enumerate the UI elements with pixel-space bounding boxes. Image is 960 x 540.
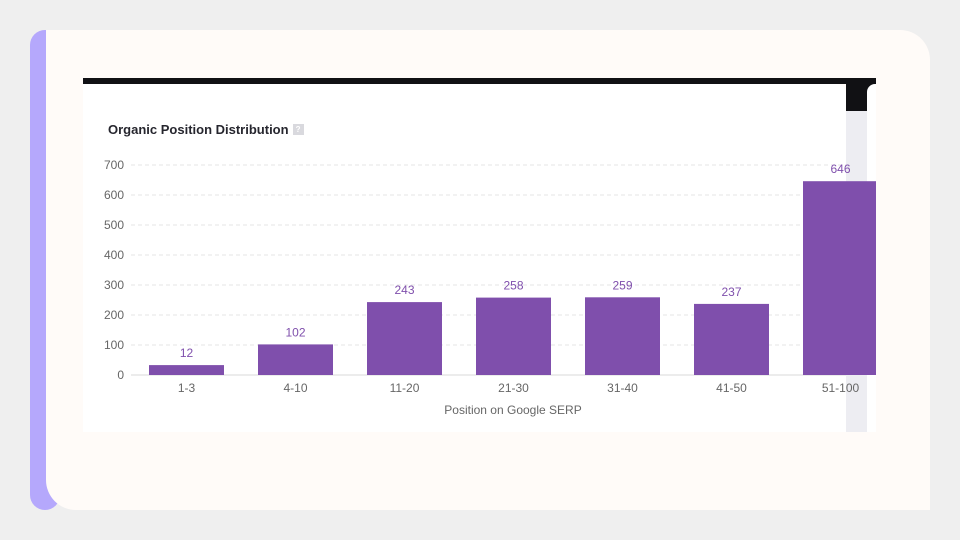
data-label: 12 [180, 346, 194, 360]
y-tick-label: 300 [104, 278, 124, 292]
bar [694, 303, 769, 375]
bar [803, 181, 876, 375]
bar [367, 302, 442, 375]
x-tick-label: 51-100 [822, 381, 860, 395]
y-tick-label: 500 [104, 218, 124, 232]
bar [476, 297, 551, 375]
x-tick-label: 4-10 [283, 381, 307, 395]
data-label: 258 [503, 279, 523, 293]
data-label: 259 [612, 278, 632, 292]
bar [258, 344, 333, 375]
y-tick-label: 400 [104, 248, 124, 262]
x-tick-label: 41-50 [716, 381, 747, 395]
y-tick-label: 0 [117, 368, 124, 382]
chart-title-text: Organic Position Distribution [108, 122, 289, 137]
x-tick-label: 11-20 [390, 381, 420, 395]
y-tick-label: 700 [104, 158, 124, 172]
y-tick-label: 600 [104, 188, 124, 202]
x-axis-title: Position on Google SERP [444, 403, 581, 417]
data-label: 646 [830, 162, 850, 176]
window-top-bar [83, 78, 876, 84]
data-label: 102 [285, 325, 305, 339]
x-tick-label: 21-30 [498, 381, 529, 395]
bar [149, 365, 224, 375]
bar-chart: 0 100 200 300 400 500 600 700 12 1-3 102 4-10 243 11-… [104, 158, 876, 417]
data-label: 243 [394, 283, 414, 297]
x-tick-label: 31-40 [607, 381, 638, 395]
y-tick-label: 200 [104, 308, 124, 322]
screenshot-frame: Organic Position Distribution ? 0 100 200 3… [83, 78, 876, 432]
y-tick-label: 100 [104, 338, 124, 352]
chart-title: Organic Position Distribution ? [108, 122, 304, 137]
bar [585, 297, 660, 375]
data-label: 237 [721, 285, 741, 299]
help-icon[interactable]: ? [292, 124, 304, 135]
x-tick-label: 1-3 [178, 381, 196, 395]
